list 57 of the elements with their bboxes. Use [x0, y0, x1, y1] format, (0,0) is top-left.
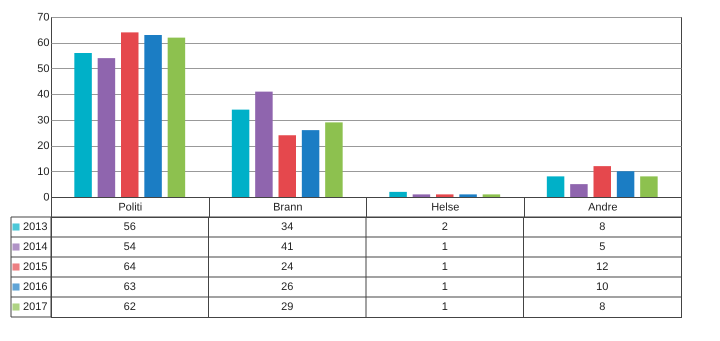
- data-label: 29: [281, 301, 294, 313]
- data-label: 56: [124, 221, 136, 233]
- data-label: 1: [442, 261, 448, 273]
- x-tick-label: Andre: [588, 202, 618, 214]
- x-tick-label: Politi: [118, 202, 142, 214]
- x-tick-label: Helse: [431, 202, 460, 214]
- data-label: 8: [599, 301, 606, 313]
- legend-label: 2016: [23, 281, 48, 293]
- data-label: 41: [281, 241, 294, 253]
- data-label: 8: [599, 221, 606, 233]
- bar: [482, 194, 500, 197]
- bar: [389, 192, 407, 197]
- legend-label: 2017: [23, 301, 48, 313]
- y-tick-label: 40: [37, 88, 50, 101]
- y-tick-label: 10: [37, 166, 50, 178]
- bar: [74, 53, 92, 197]
- data-label: 12: [596, 261, 608, 273]
- bar: [144, 35, 162, 197]
- bar: [98, 58, 116, 197]
- bar: [121, 32, 138, 197]
- data-label: 1: [442, 301, 448, 313]
- x-tick-label: Brann: [273, 202, 302, 214]
- y-tick-label: 50: [37, 62, 50, 75]
- legend-label: 2013: [23, 221, 48, 233]
- y-tick-label: 60: [37, 37, 50, 50]
- bar: [459, 194, 477, 197]
- y-tick-label: 30: [37, 114, 50, 126]
- data-label: 62: [124, 301, 136, 313]
- data-label: 64: [124, 261, 136, 273]
- data-label: 5: [599, 241, 606, 253]
- data-label: 26: [281, 281, 294, 293]
- bar: [436, 194, 454, 197]
- bar: [570, 184, 588, 197]
- data-label: 10: [596, 281, 608, 293]
- data-label: 54: [124, 241, 136, 253]
- bar: [255, 92, 273, 197]
- bar: [640, 176, 658, 197]
- bar: [412, 194, 430, 197]
- bar: [278, 135, 296, 197]
- y-tick-label: 20: [37, 140, 50, 152]
- bar: [546, 176, 564, 197]
- legend-label: 2014: [23, 241, 48, 253]
- bar: [594, 166, 611, 197]
- y-tick-label: 0: [43, 192, 50, 204]
- data-label: 24: [281, 261, 294, 273]
- legend-label: 2015: [23, 261, 48, 273]
- data-label: 1: [442, 241, 448, 253]
- data-label: 63: [124, 281, 136, 293]
- data-label: 34: [281, 221, 294, 233]
- bar: [302, 130, 320, 197]
- bar: [168, 38, 186, 197]
- data-label: 1: [442, 281, 448, 293]
- y-tick-label: 70: [37, 12, 50, 24]
- bar: [232, 110, 250, 197]
- bar: [325, 122, 343, 197]
- data-label: 2: [442, 221, 448, 233]
- bar: [616, 171, 634, 197]
